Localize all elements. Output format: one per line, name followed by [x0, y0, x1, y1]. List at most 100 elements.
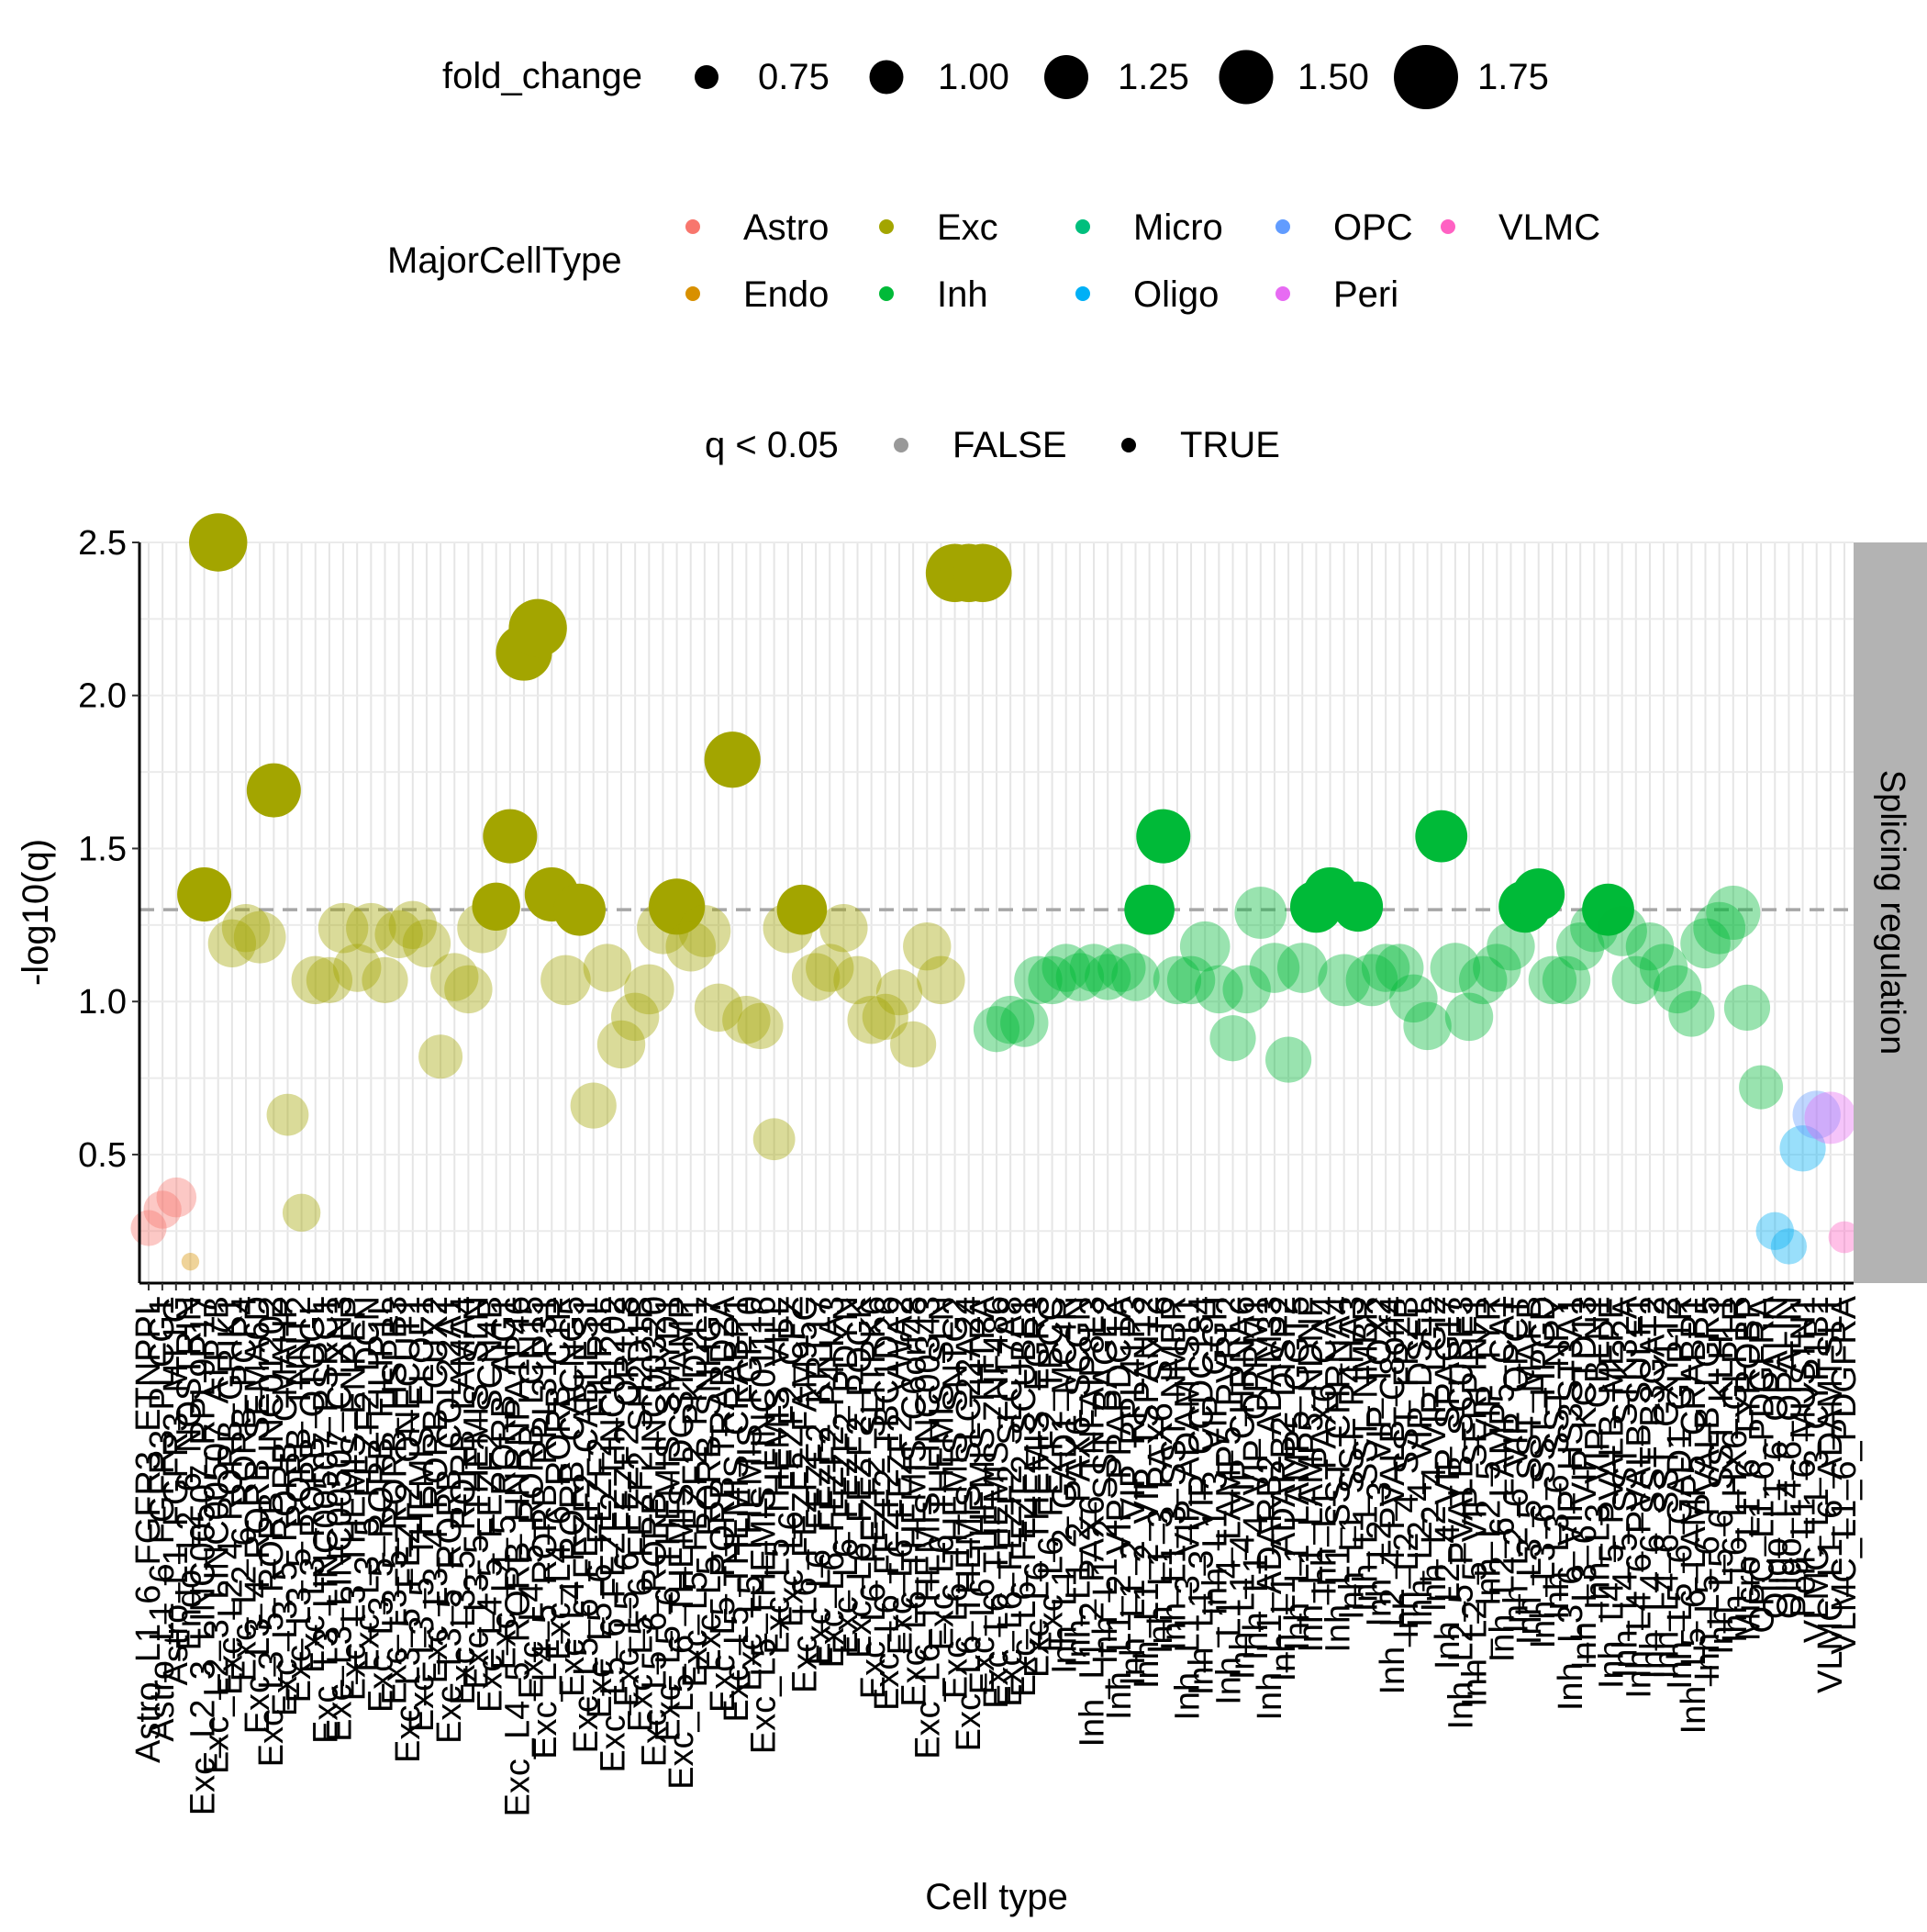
data-point — [1264, 1036, 1312, 1083]
data-point — [1804, 1091, 1857, 1145]
x-tick-label: Inh_L1_4_LAMP5_PVRL2 — [1209, 1296, 1248, 1705]
legend-color-label: Oligo — [1133, 274, 1219, 315]
legend-alpha-key — [894, 438, 908, 452]
x-tick-label: Inh_L3_5_SST_MAFB — [1510, 1296, 1549, 1645]
x-tick-label: Exc_L6_FEZF2_SCUBE1 — [1005, 1296, 1043, 1697]
x-tick-label: Inh_L2_5_VIP_SERPINF1 — [1456, 1296, 1495, 1707]
legend-color-key — [685, 286, 700, 301]
x-tick-label: Exc_L6_FEZF2_SLITRK6 — [854, 1296, 893, 1699]
data-point — [1444, 992, 1494, 1042]
x-tick-label: Exc_L6_THEMIS_C6orf48 — [896, 1296, 934, 1707]
y-tick-label: 0.5 — [78, 1136, 127, 1175]
x-tick-label: Inh_L1_2_GAD1_MC4R — [1046, 1296, 1085, 1674]
x-tick-label: Exc_L5_THEMIS_CRABP1 — [718, 1296, 756, 1723]
legend-q-significance: q < 0.05 FALSE TRUE — [705, 425, 1280, 465]
data-point — [1680, 918, 1731, 969]
data-point — [1625, 921, 1675, 971]
x-tick-label: Exc_L3_5_FEZF2_DCN — [348, 1296, 386, 1672]
legend-color-label: Peri — [1333, 274, 1398, 315]
data-point — [737, 1002, 784, 1049]
data-point — [346, 902, 396, 954]
data-point — [1249, 943, 1300, 993]
data-point — [1792, 1090, 1841, 1139]
x-tick-label: Astro_L1_6_FGFR3_ETNPPL — [129, 1296, 168, 1763]
data-point — [1318, 954, 1371, 1007]
x-tick-label: Inh_L1_PAX6_CA4 — [1306, 1296, 1344, 1596]
data-point — [1069, 944, 1119, 992]
x-tick-label: Inh_L4_6_SST_GXYLT2 — [1647, 1296, 1686, 1680]
data-point — [362, 956, 408, 1003]
data-point — [1376, 944, 1424, 992]
legend-size-label: 1.25 — [1118, 57, 1189, 97]
x-tick-label: Oligo_L1_6_OPALIN — [1756, 1296, 1795, 1619]
data-point — [722, 996, 771, 1044]
x-tick-label: Exc_L3_5_FEZF2_ONECUT1 — [389, 1296, 428, 1763]
x-tick-label: Inh_L2_4_VIP_DSEL — [1401, 1296, 1440, 1627]
data-point — [624, 964, 674, 1015]
data-point — [875, 969, 923, 1016]
data-point — [806, 944, 854, 992]
x-tick-label: Exc_L3_5_THEMIS_ELOF1 — [403, 1296, 441, 1732]
x-tick-label: Inh_L3_VIP_CBLN1 — [1579, 1296, 1618, 1610]
legend-size-key — [1394, 45, 1458, 109]
data-point — [1555, 921, 1605, 971]
x-tick-label: Exc_L3_5_RORB_HSPB3 — [375, 1296, 414, 1705]
x-tick-label: Inh_L1_LAMP5_GGT5 — [1278, 1296, 1317, 1651]
x-tick-label: Exc_L4_5_RORB_LCN15 — [512, 1296, 551, 1699]
data-point — [1276, 943, 1328, 993]
x-tick-label: Exc_L2_4_RORB_GRIK1 — [211, 1296, 250, 1695]
x-tick-label: Inh_L3_6_VIP_KCTD13 — [1565, 1296, 1604, 1670]
x-tick-label: Exc_L4_5_FEZF2_SCN4B — [472, 1296, 510, 1713]
x-tick-label: Inh_L4_5_SST_STK32A — [1607, 1295, 1645, 1678]
data-point — [791, 953, 841, 1001]
x-tick-label: Inh_L5_6_PVALB_LGR5 — [1688, 1296, 1727, 1681]
data-point — [1668, 990, 1715, 1037]
x-tick-label: Exc_L6_FEZF2_KRT17 — [799, 1296, 838, 1666]
legend-color-key — [879, 286, 894, 301]
data-point — [649, 878, 706, 935]
x-tick-label: Inh_L6_LHX6_GLP1R — [1716, 1296, 1754, 1643]
legend-color-key — [1441, 219, 1455, 234]
data-points — [130, 513, 1861, 1271]
data-point — [1000, 999, 1049, 1047]
x-tick-label: Inh_L5_6_LAMP5_CRABP1 — [1675, 1296, 1713, 1734]
x-tick-label: Inh_L4_6_PVALB_SULF1 — [1620, 1296, 1658, 1699]
data-point — [282, 1193, 321, 1233]
x-tick-label: Inh_L2_4_PVALB_C8orf4 — [1374, 1296, 1412, 1695]
x-tick-label: Exc_L4_5_RORB_HNRNPA1P46 — [498, 1296, 537, 1816]
legend-color-key — [879, 219, 894, 234]
x-tick-label: Exc_L6_THEMIS_SLC22A24 — [950, 1296, 988, 1751]
x-tick-label: Inh_L1_SST_P4HA3 — [1332, 1296, 1371, 1620]
data-point — [1028, 955, 1076, 1005]
x-tick-label: Micro_L1_6_TYROBP — [1730, 1296, 1768, 1641]
data-point — [306, 956, 353, 1003]
data-point — [847, 996, 896, 1044]
legend-alpha-key — [1121, 438, 1136, 452]
x-tick-label: Inh_L1_2_VIP_TSPAN12 — [1128, 1296, 1166, 1689]
x-tick-label: Exc_L5_FEZF2_PKD2L1 — [676, 1296, 715, 1688]
x-tick-label: Inh_L1_4_VIP_OPRM1 — [1237, 1296, 1275, 1660]
x-tick-label: Exc_L5_THEMIS_VILL — [759, 1296, 797, 1655]
data-point — [610, 992, 660, 1042]
x-tick-label: Exc_L6_FEZF2_POGK — [841, 1296, 879, 1658]
data-point — [1345, 954, 1398, 1007]
x-tick-label: Exc_L6_FEZF2_PDYN — [827, 1296, 865, 1655]
data-point — [1014, 955, 1063, 1005]
data-point — [694, 983, 743, 1033]
data-point — [430, 953, 479, 1001]
data-point — [819, 903, 868, 953]
y-axis-title: -log10(q) — [16, 839, 56, 986]
x-tick-label: Astro_L1_FGFR3_MT1G — [157, 1296, 195, 1685]
legend-size-key — [1044, 55, 1088, 99]
x-tick-label: Inh_L2_4_VIP_SPAG17 — [1429, 1296, 1467, 1670]
x-tick-label: Inh_L1_3_VIP_GGH — [1196, 1296, 1234, 1616]
x-tick-label: Inh_L1_3_VIP_CCDC184 — [1183, 1296, 1221, 1695]
data-point — [1528, 955, 1577, 1005]
legend-color-key — [1075, 219, 1090, 234]
legend-color-key — [685, 219, 700, 234]
data-point — [1415, 810, 1468, 863]
x-tick-label: Inh_L1_2_VIP_PPAPDC1A — [1100, 1295, 1139, 1720]
data-point — [1222, 965, 1271, 1014]
data-point — [1136, 809, 1191, 864]
